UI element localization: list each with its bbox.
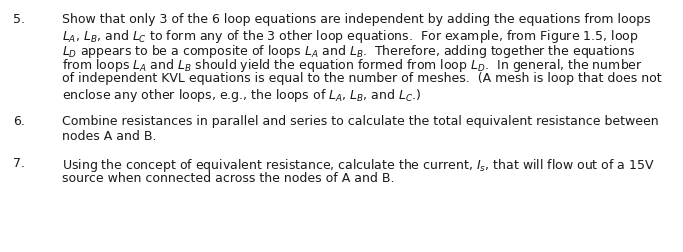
Text: 7.: 7. [13,158,25,170]
Text: nodes A and B.: nodes A and B. [62,130,156,143]
Text: of independent KVL equations is equal to the number of meshes.  (A mesh is loop : of independent KVL equations is equal to… [62,72,662,85]
Text: $L_A$, $L_B$, and $L_C$ to form any of the 3 other loop equations.  For example,: $L_A$, $L_B$, and $L_C$ to form any of t… [62,28,639,45]
Text: Show that only 3 of the 6 loop equations are independent by adding the equations: Show that only 3 of the 6 loop equations… [62,13,651,26]
Text: source when connected across the nodes of A and B.: source when connected across the nodes o… [62,172,395,185]
Text: $L_D$ appears to be a composite of loops $L_A$ and $L_B$.  Therefore, adding tog: $L_D$ appears to be a composite of loops… [62,43,635,60]
Text: from loops $L_A$ and $L_B$ should yield the equation formed from loop $L_D$.  In: from loops $L_A$ and $L_B$ should yield … [62,57,643,74]
Text: 6.: 6. [13,115,25,128]
Text: enclose any other loops, e.g., the loops of $L_A$, $L_B$, and $L_C$.): enclose any other loops, e.g., the loops… [62,87,421,104]
Text: Using the concept of equivalent resistance, calculate the current, $I_s$, that w: Using the concept of equivalent resistan… [62,158,655,174]
Text: Combine resistances in parallel and series to calculate the total equivalent res: Combine resistances in parallel and seri… [62,115,658,128]
Text: 5.: 5. [13,13,25,26]
